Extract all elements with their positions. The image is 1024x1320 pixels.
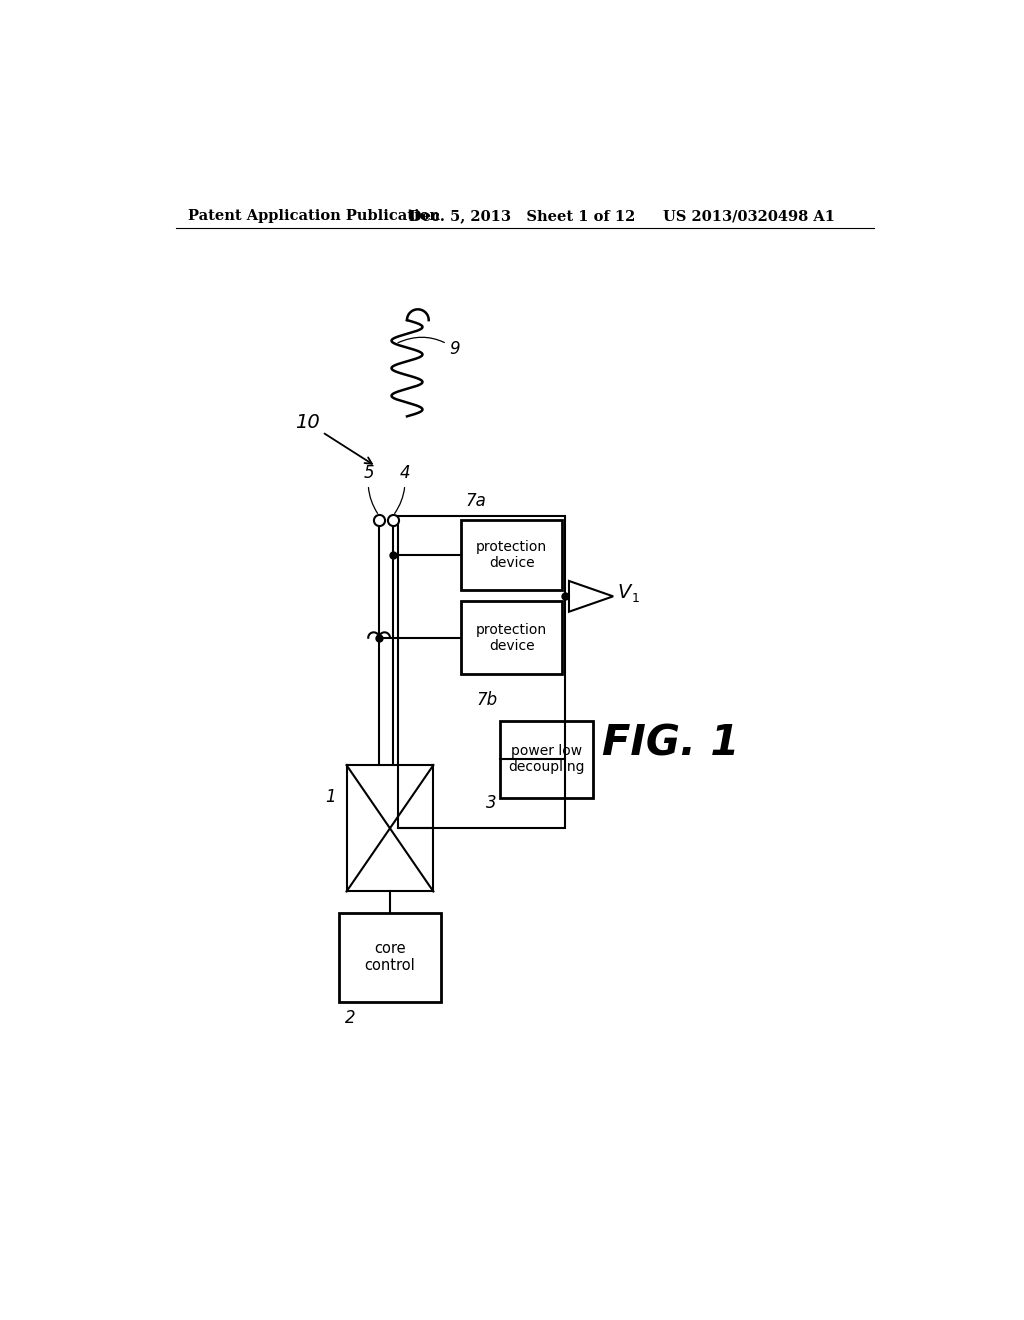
Bar (397, 516, 565, 829)
Bar (500, 721, 593, 797)
Text: 4: 4 (394, 463, 410, 513)
Bar (339, 913, 441, 1002)
Bar (461, 601, 562, 675)
Text: Dec. 5, 2013   Sheet 1 of 12: Dec. 5, 2013 Sheet 1 of 12 (409, 209, 635, 223)
Text: 10: 10 (295, 413, 372, 463)
Text: 3: 3 (485, 793, 496, 812)
Text: FIG. 1: FIG. 1 (602, 722, 739, 764)
Text: 9: 9 (398, 338, 460, 358)
Text: Patent Application Publication: Patent Application Publication (188, 209, 440, 223)
Text: US 2013/0320498 A1: US 2013/0320498 A1 (663, 209, 835, 223)
Bar (461, 520, 562, 590)
Text: power low
decoupling: power low decoupling (508, 744, 585, 774)
Text: protection
device: protection device (476, 623, 547, 653)
Text: V: V (617, 583, 631, 602)
Text: protection
device: protection device (476, 540, 547, 570)
Text: 7b: 7b (477, 692, 498, 709)
Text: 2: 2 (345, 1010, 355, 1027)
Text: core
control: core control (365, 941, 416, 973)
Text: 1: 1 (325, 788, 336, 807)
Text: 1: 1 (632, 593, 640, 605)
Text: 7a: 7a (465, 491, 486, 510)
Text: 5: 5 (364, 463, 378, 513)
